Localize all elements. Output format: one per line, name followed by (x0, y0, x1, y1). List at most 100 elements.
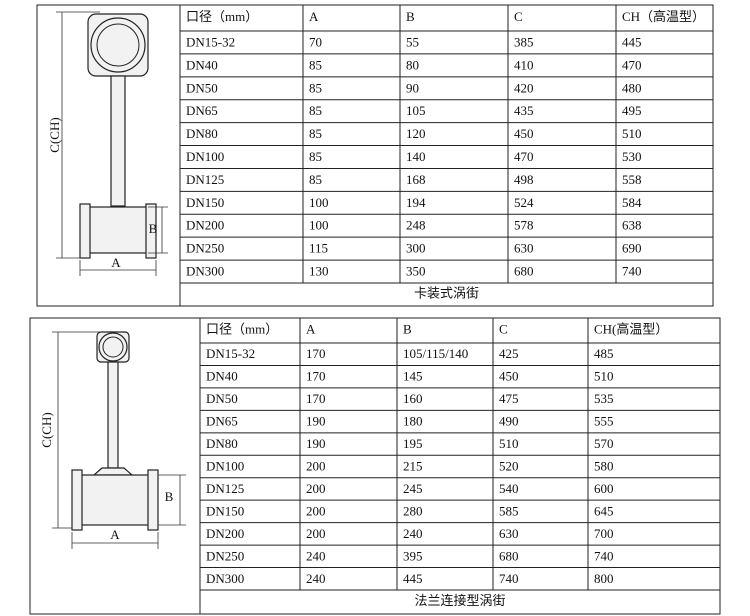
header-cell: A (306, 321, 316, 336)
dim-label: A (111, 255, 121, 270)
meter-drawing (56, 11, 168, 276)
header-cell: C (514, 9, 523, 24)
table-cell: 145 (403, 369, 423, 384)
table-cell: 475 (499, 391, 519, 406)
table-cell: DN300 (206, 571, 244, 586)
table-cell: DN65 (206, 414, 238, 429)
table-cell: DN125 (186, 172, 224, 187)
table-cell: 570 (594, 436, 614, 451)
table-cell: 200 (306, 503, 326, 518)
table-cell: 700 (594, 526, 614, 541)
table-cell: 55 (406, 34, 419, 49)
header-cell: 口径（mm） (206, 321, 278, 336)
table-cell: 450 (499, 369, 519, 384)
table-cell: 470 (514, 149, 534, 164)
table-cell: 170 (306, 369, 326, 384)
table-cell: 480 (622, 80, 642, 95)
table-cell: 485 (594, 346, 614, 361)
table-cell: 85 (309, 172, 322, 187)
table-cell: 498 (514, 172, 534, 187)
table-cell: 445 (403, 571, 423, 586)
header-cell: A (309, 9, 319, 24)
table-cell: 510 (622, 126, 642, 141)
table-cell: 690 (622, 241, 642, 256)
table-cell: 645 (594, 503, 614, 518)
table-cell: DN150 (186, 195, 224, 210)
table-cell: 800 (594, 571, 614, 586)
table-cell: 495 (622, 103, 642, 118)
table-cell: 524 (514, 195, 534, 210)
table-cell: DN15-32 (206, 346, 255, 361)
dim-label: C(CH) (39, 412, 54, 447)
table-cell: DN250 (186, 241, 224, 256)
table-cell: DN80 (186, 126, 218, 141)
table-cell: 580 (594, 458, 614, 473)
table-cell: 630 (514, 241, 534, 256)
header-cell: CH（高温型） (622, 9, 705, 24)
table-cell: 200 (306, 481, 326, 496)
table-cell: 170 (306, 346, 326, 361)
table-cell: 395 (403, 548, 423, 563)
table-cell: 600 (594, 481, 614, 496)
table-cell: 510 (499, 436, 519, 451)
table-cell: 240 (403, 526, 423, 541)
table-cell: 558 (622, 172, 642, 187)
table-cell: 200 (306, 526, 326, 541)
table-cell: 170 (306, 391, 326, 406)
table-cell: 280 (403, 503, 423, 518)
table-cell: 100 (309, 195, 329, 210)
table-cell: 180 (403, 414, 423, 429)
table-cell: 85 (309, 149, 322, 164)
table-cell: 190 (306, 436, 326, 451)
table-cell: 130 (309, 264, 329, 279)
table-cell: 195 (403, 436, 423, 451)
table-cell: 120 (406, 126, 426, 141)
table-cell: DN200 (186, 218, 224, 233)
table-cell: 425 (499, 346, 519, 361)
table-cell: 680 (514, 264, 534, 279)
table-cell: 520 (499, 458, 519, 473)
table-cell: 530 (622, 149, 642, 164)
table-cell: DN200 (206, 526, 244, 541)
dim-label: C(CH) (47, 117, 62, 152)
table-cell: 85 (309, 103, 322, 118)
table-cell: 248 (406, 218, 426, 233)
table-cell: DN125 (206, 481, 244, 496)
table-cell: 740 (594, 548, 614, 563)
table-cell: DN100 (186, 149, 224, 164)
header-cell: C (499, 321, 508, 336)
table-cell: 450 (514, 126, 534, 141)
table-cell: DN65 (186, 103, 218, 118)
table-cell: 85 (309, 57, 322, 72)
table-cell: 740 (622, 264, 642, 279)
table-cell: 410 (514, 57, 534, 72)
dim-label: A (110, 527, 120, 542)
table-cell: 85 (309, 126, 322, 141)
table-cell: 490 (499, 414, 519, 429)
table-cell: 555 (594, 414, 614, 429)
table-caption: 法兰连接型涡街 (414, 593, 505, 608)
header-cell: CH(高温型） (594, 321, 668, 336)
table-cell: 740 (499, 571, 519, 586)
table-cell: 300 (406, 241, 426, 256)
table-cell: 584 (622, 195, 642, 210)
table-cell: 578 (514, 218, 534, 233)
table-cell: 190 (306, 414, 326, 429)
table-cell: DN15-32 (186, 34, 235, 49)
table-caption: 卡装式涡街 (414, 285, 479, 300)
header-cell: 口径（mm） (186, 9, 258, 24)
table-cell: 168 (406, 172, 426, 187)
table-cell: 540 (499, 481, 519, 496)
table-cell: 350 (406, 264, 426, 279)
table-cell: 90 (406, 80, 419, 95)
table-cell: 194 (406, 195, 426, 210)
table-cell: 420 (514, 80, 534, 95)
table-cell: 385 (514, 34, 534, 49)
table-frame (29, 317, 721, 615)
table-cell: 245 (403, 481, 423, 496)
table-cell: DN50 (206, 391, 238, 406)
table-cell: DN250 (206, 548, 244, 563)
table-cell: 470 (622, 57, 642, 72)
dim-label: B (165, 489, 174, 504)
